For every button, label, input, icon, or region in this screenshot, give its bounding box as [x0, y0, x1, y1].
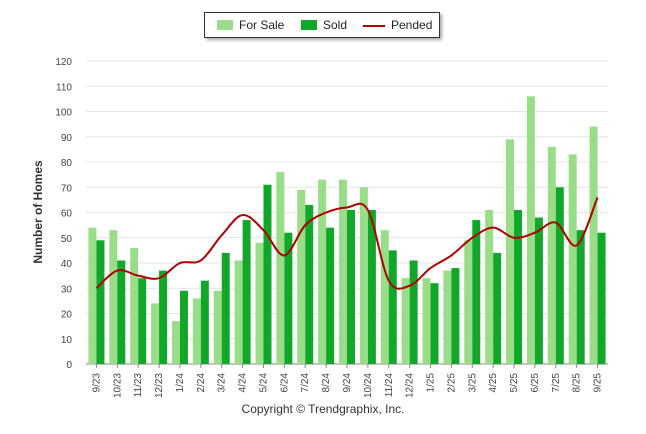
- legend-swatch-sold: [301, 20, 317, 30]
- bar-for-sale: [526, 96, 535, 364]
- x-tick-label: 6/25: [530, 373, 541, 393]
- legend-label-sold[interactable]: Sold: [323, 18, 348, 32]
- copyright-text: Copyright © Trendgraphix, Inc.: [241, 402, 405, 416]
- bar-sold: [409, 260, 418, 364]
- x-tick-label: 3/25: [467, 373, 478, 393]
- bar-for-sale: [88, 227, 97, 364]
- bar-for-sale: [234, 260, 243, 364]
- bar-sold: [576, 230, 585, 364]
- x-tick-label: 10/23: [112, 373, 123, 398]
- bar-sold: [347, 209, 355, 364]
- legend: For Sale Sold Pended: [204, 12, 440, 38]
- bar-for-sale: [547, 146, 556, 364]
- bar-sold: [555, 187, 564, 364]
- y-tick-label: 70: [61, 183, 73, 194]
- y-tick-label: 40: [61, 259, 73, 270]
- y-tick-label: 30: [61, 284, 73, 295]
- x-tick-label: 1/25: [426, 373, 437, 393]
- bar-sold: [242, 220, 251, 364]
- bar-sold: [514, 209, 523, 364]
- bar-sold: [326, 227, 335, 364]
- x-tick-label: 9/23: [91, 373, 102, 393]
- y-tick-label: 60: [61, 209, 73, 220]
- bar-for-sale: [297, 189, 306, 364]
- y-tick-label: 0: [66, 360, 72, 371]
- bar-for-sale: [506, 139, 515, 364]
- x-tick-label: 11/23: [133, 373, 144, 398]
- bar-for-sale: [130, 247, 139, 364]
- bar-for-sale: [339, 179, 347, 364]
- bar-sold: [472, 220, 481, 364]
- y-tick-label: 120: [55, 57, 72, 68]
- x-tick-label: 12/23: [154, 373, 165, 398]
- bar-sold: [305, 204, 314, 364]
- bar-sold: [138, 278, 147, 364]
- y-axis-title: Number of Homes: [31, 160, 45, 264]
- x-tick-label: 11/24: [384, 373, 395, 398]
- bar-for-sale: [318, 179, 327, 364]
- bar-sold: [179, 290, 188, 364]
- bar-sold: [430, 283, 439, 364]
- bar-sold: [159, 270, 168, 364]
- x-tick-label: 3/24: [217, 373, 228, 393]
- y-tick-label: 90: [61, 133, 73, 144]
- bar-for-sale: [213, 290, 222, 364]
- bar-sold: [200, 280, 209, 364]
- bar-sold: [367, 209, 376, 364]
- y-tick-label: 100: [55, 108, 72, 119]
- x-tick-label: 4/25: [488, 373, 499, 393]
- x-tick-label: 7/25: [551, 373, 562, 393]
- x-tick-label: 5/24: [258, 373, 269, 393]
- y-tick-label: 80: [61, 158, 73, 169]
- x-tick-label: 8/24: [321, 373, 332, 393]
- x-tick-label: 9/24: [342, 373, 353, 393]
- bar-sold: [493, 252, 502, 364]
- bar-for-sale: [443, 270, 452, 364]
- legend-label-pended[interactable]: Pended: [391, 18, 433, 32]
- y-tick-label: 10: [61, 335, 73, 346]
- x-tick-label: 9/25: [593, 373, 604, 393]
- bar-for-sale: [401, 278, 410, 364]
- bar-for-sale: [255, 242, 264, 364]
- bar-for-sale: [568, 154, 577, 364]
- bar-for-sale: [589, 126, 598, 365]
- bar-sold: [534, 217, 543, 364]
- bar-for-sale: [171, 321, 180, 364]
- x-tick-label: 12/24: [405, 373, 416, 398]
- bar-sold: [96, 240, 105, 364]
- bar-for-sale: [151, 303, 160, 364]
- line-pended: [95, 196, 599, 290]
- x-tick-label: 8/25: [572, 373, 583, 393]
- bar-sold: [284, 232, 293, 364]
- y-tick-label: 50: [61, 234, 73, 245]
- x-tick-label: 2/25: [446, 373, 457, 393]
- x-tick-label: 2/24: [196, 373, 207, 393]
- x-tick-label: 7/24: [300, 373, 311, 393]
- x-tick-label: 5/25: [509, 373, 520, 393]
- bar-for-sale: [380, 230, 389, 364]
- bar-for-sale: [485, 209, 494, 364]
- x-tick-label: 4/24: [238, 373, 249, 393]
- y-tick-label: 110: [56, 82, 72, 93]
- x-tick-label: 1/24: [175, 373, 186, 393]
- x-tick-label: 6/24: [279, 373, 290, 393]
- legend-swatch-pended: [363, 25, 385, 27]
- bar-for-sale: [422, 278, 431, 364]
- bar-sold: [117, 260, 126, 364]
- bar-sold: [388, 250, 397, 364]
- bar-sold: [451, 268, 460, 364]
- y-tick-label: 20: [61, 310, 73, 321]
- bar-for-sale: [192, 298, 201, 364]
- bar-for-sale: [464, 240, 473, 364]
- legend-label-for-sale[interactable]: For Sale: [239, 18, 285, 32]
- bar-sold: [263, 184, 272, 364]
- x-tick-label: 10/24: [363, 373, 374, 398]
- bar-sold: [221, 252, 230, 364]
- bar-for-sale: [109, 230, 118, 364]
- bar-for-sale: [359, 187, 368, 364]
- bar-sold: [597, 232, 606, 364]
- legend-swatch-for-sale: [217, 20, 233, 30]
- bar-for-sale: [276, 172, 285, 364]
